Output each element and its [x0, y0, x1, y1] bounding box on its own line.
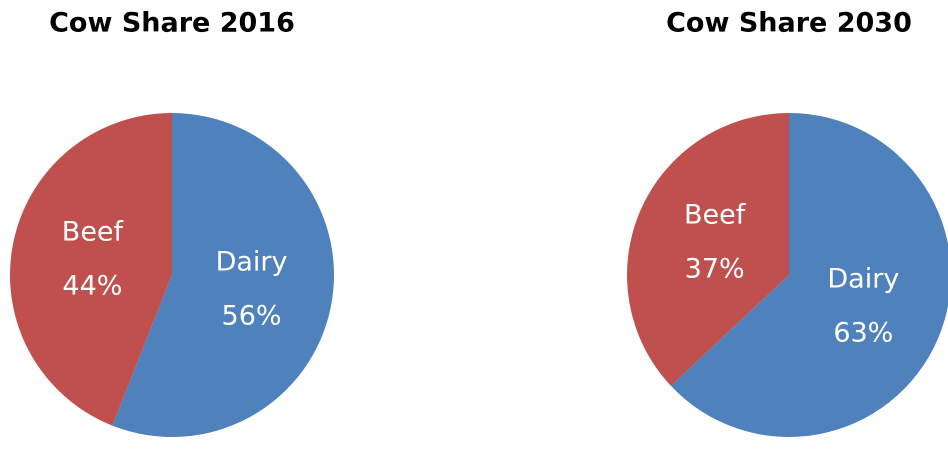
pie-slice: [670, 113, 948, 437]
chart-title: Cow Share 2030: [666, 8, 912, 39]
pie-slice: [112, 113, 334, 437]
slice-category-label: Dairy: [827, 264, 899, 295]
chart-title: Cow Share 2016: [49, 8, 295, 39]
slice-value-label: 37%: [685, 253, 745, 284]
slice-category-label: Dairy: [216, 247, 288, 278]
pie-slice: [627, 113, 789, 386]
pie-slice: [9, 113, 173, 426]
slice-value-label: 56%: [222, 301, 282, 332]
slice-category-label: Beef: [62, 216, 125, 247]
slice-value-label: 63%: [833, 318, 893, 349]
slice-value-label: 44%: [62, 270, 122, 301]
slice-category-label: Beef: [684, 199, 747, 230]
